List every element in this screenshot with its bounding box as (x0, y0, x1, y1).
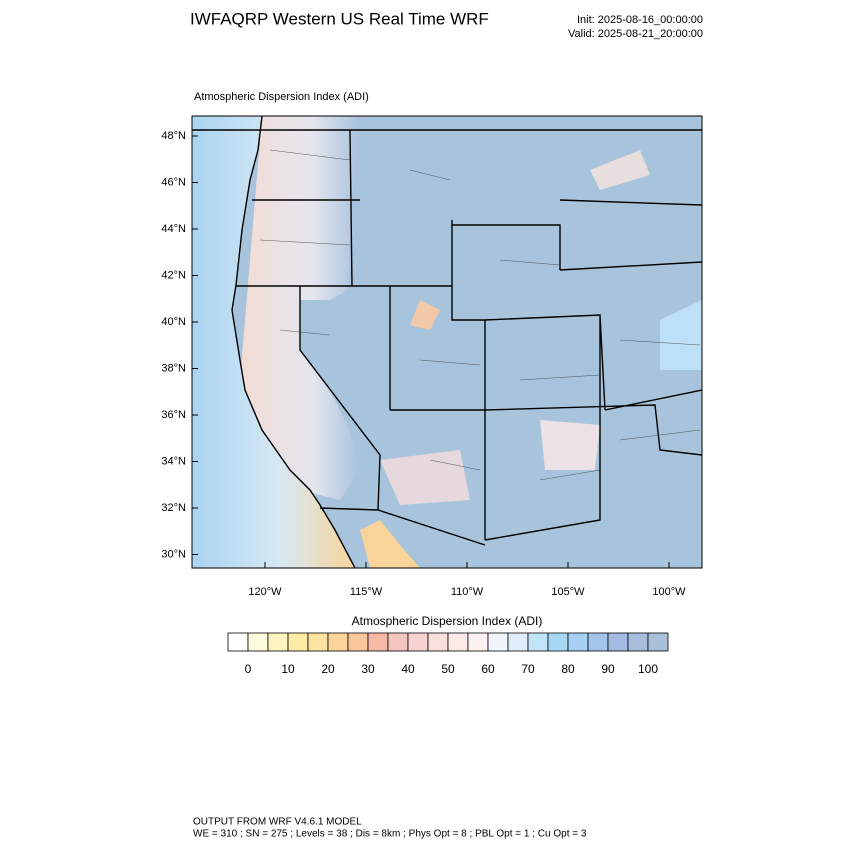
ocean (192, 116, 355, 568)
axes: 48°N 46°N 44°N 42°N 40°N 38°N 36°N 34°N 32°N 30°N… (161, 130, 686, 598)
colorbar-box (367, 632, 389, 652)
lon-label: 105°W (551, 586, 585, 598)
colorbar-box (567, 632, 589, 652)
colorbar-label: 70 (521, 662, 535, 676)
lat-label: 48°N (161, 130, 186, 142)
colorbar-box (427, 632, 449, 652)
colorbar-box (467, 632, 489, 652)
lat-label: 40°N (161, 316, 186, 328)
patch (590, 150, 650, 190)
map-subtitle: Atmospheric Dispersion Index (ADI) (194, 91, 369, 103)
footer-line: OUTPUT FROM WRF V4.6.1 MODEL (193, 817, 362, 828)
colorbar-box (407, 632, 429, 652)
patch (380, 450, 470, 505)
colorbar-label: 60 (481, 662, 495, 676)
colorbar-box (307, 632, 329, 652)
patch (540, 420, 600, 470)
colorbar-label: 30 (361, 662, 375, 676)
colorbar: 0 10 20 30 40 50 60 70 80 90 100 (227, 632, 669, 676)
colorbar-label: 80 (561, 662, 575, 676)
patch (660, 300, 702, 370)
colorbar-box (487, 632, 509, 652)
title: IWFAQRP Western US Real Time WRF (190, 9, 489, 28)
county-borders (259, 149, 701, 481)
lat-label: 46°N (161, 176, 186, 188)
map-field (192, 116, 702, 568)
patch (410, 300, 440, 330)
colorbar-box (247, 632, 269, 652)
colorbar-box (227, 632, 249, 652)
lat-label: 42°N (161, 269, 186, 281)
colorbar-box (607, 632, 629, 652)
lat-label: 34°N (161, 455, 186, 467)
colorbar-box (327, 632, 349, 652)
colorbar-box (527, 632, 549, 652)
lat-label: 38°N (161, 362, 186, 374)
lat-label: 30°N (161, 548, 186, 560)
colorbar-title: Atmospheric Dispersion Index (ADI) (352, 614, 543, 628)
colorbar-label: 10 (281, 662, 295, 676)
colorbar-label: 20 (321, 662, 335, 676)
lon-label: 100°W (652, 586, 686, 598)
colorbar-box (387, 632, 409, 652)
map-frame (191, 115, 703, 569)
gulf (360, 520, 420, 568)
colorbar-box (267, 632, 289, 652)
colorbar-label: 40 (401, 662, 415, 676)
colorbar-label: 100 (638, 662, 658, 676)
colorbar-box (587, 632, 609, 652)
lat-label: 36°N (161, 409, 186, 421)
lon-label: 110°W (451, 586, 484, 598)
colorbar-box (447, 632, 469, 652)
colorbar-label: 50 (441, 662, 455, 676)
colorbar-box (507, 632, 529, 652)
colorbar-box (647, 632, 669, 652)
colorbar-label: 90 (601, 662, 615, 676)
colorbar-box (287, 632, 309, 652)
colorbar-box (627, 632, 649, 652)
lon-label: 120°W (248, 586, 282, 598)
lat-label: 32°N (161, 502, 186, 514)
state-borders (192, 129, 702, 546)
colorbar-box (347, 632, 369, 652)
colorbar-label: 0 (245, 662, 252, 676)
lat-label: 44°N (161, 223, 186, 235)
coastline (231, 116, 356, 568)
footer-line: WE = 310 ; SN = 275 ; Levels = 38 ; Dis … (193, 829, 587, 840)
valid-time: Valid: 2025-08-21_20:00:00 (568, 28, 703, 40)
colorbar-box (547, 632, 569, 652)
lon-label: 115°W (350, 586, 383, 598)
init-time: Init: 2025-08-16_00:00:00 (577, 14, 703, 26)
